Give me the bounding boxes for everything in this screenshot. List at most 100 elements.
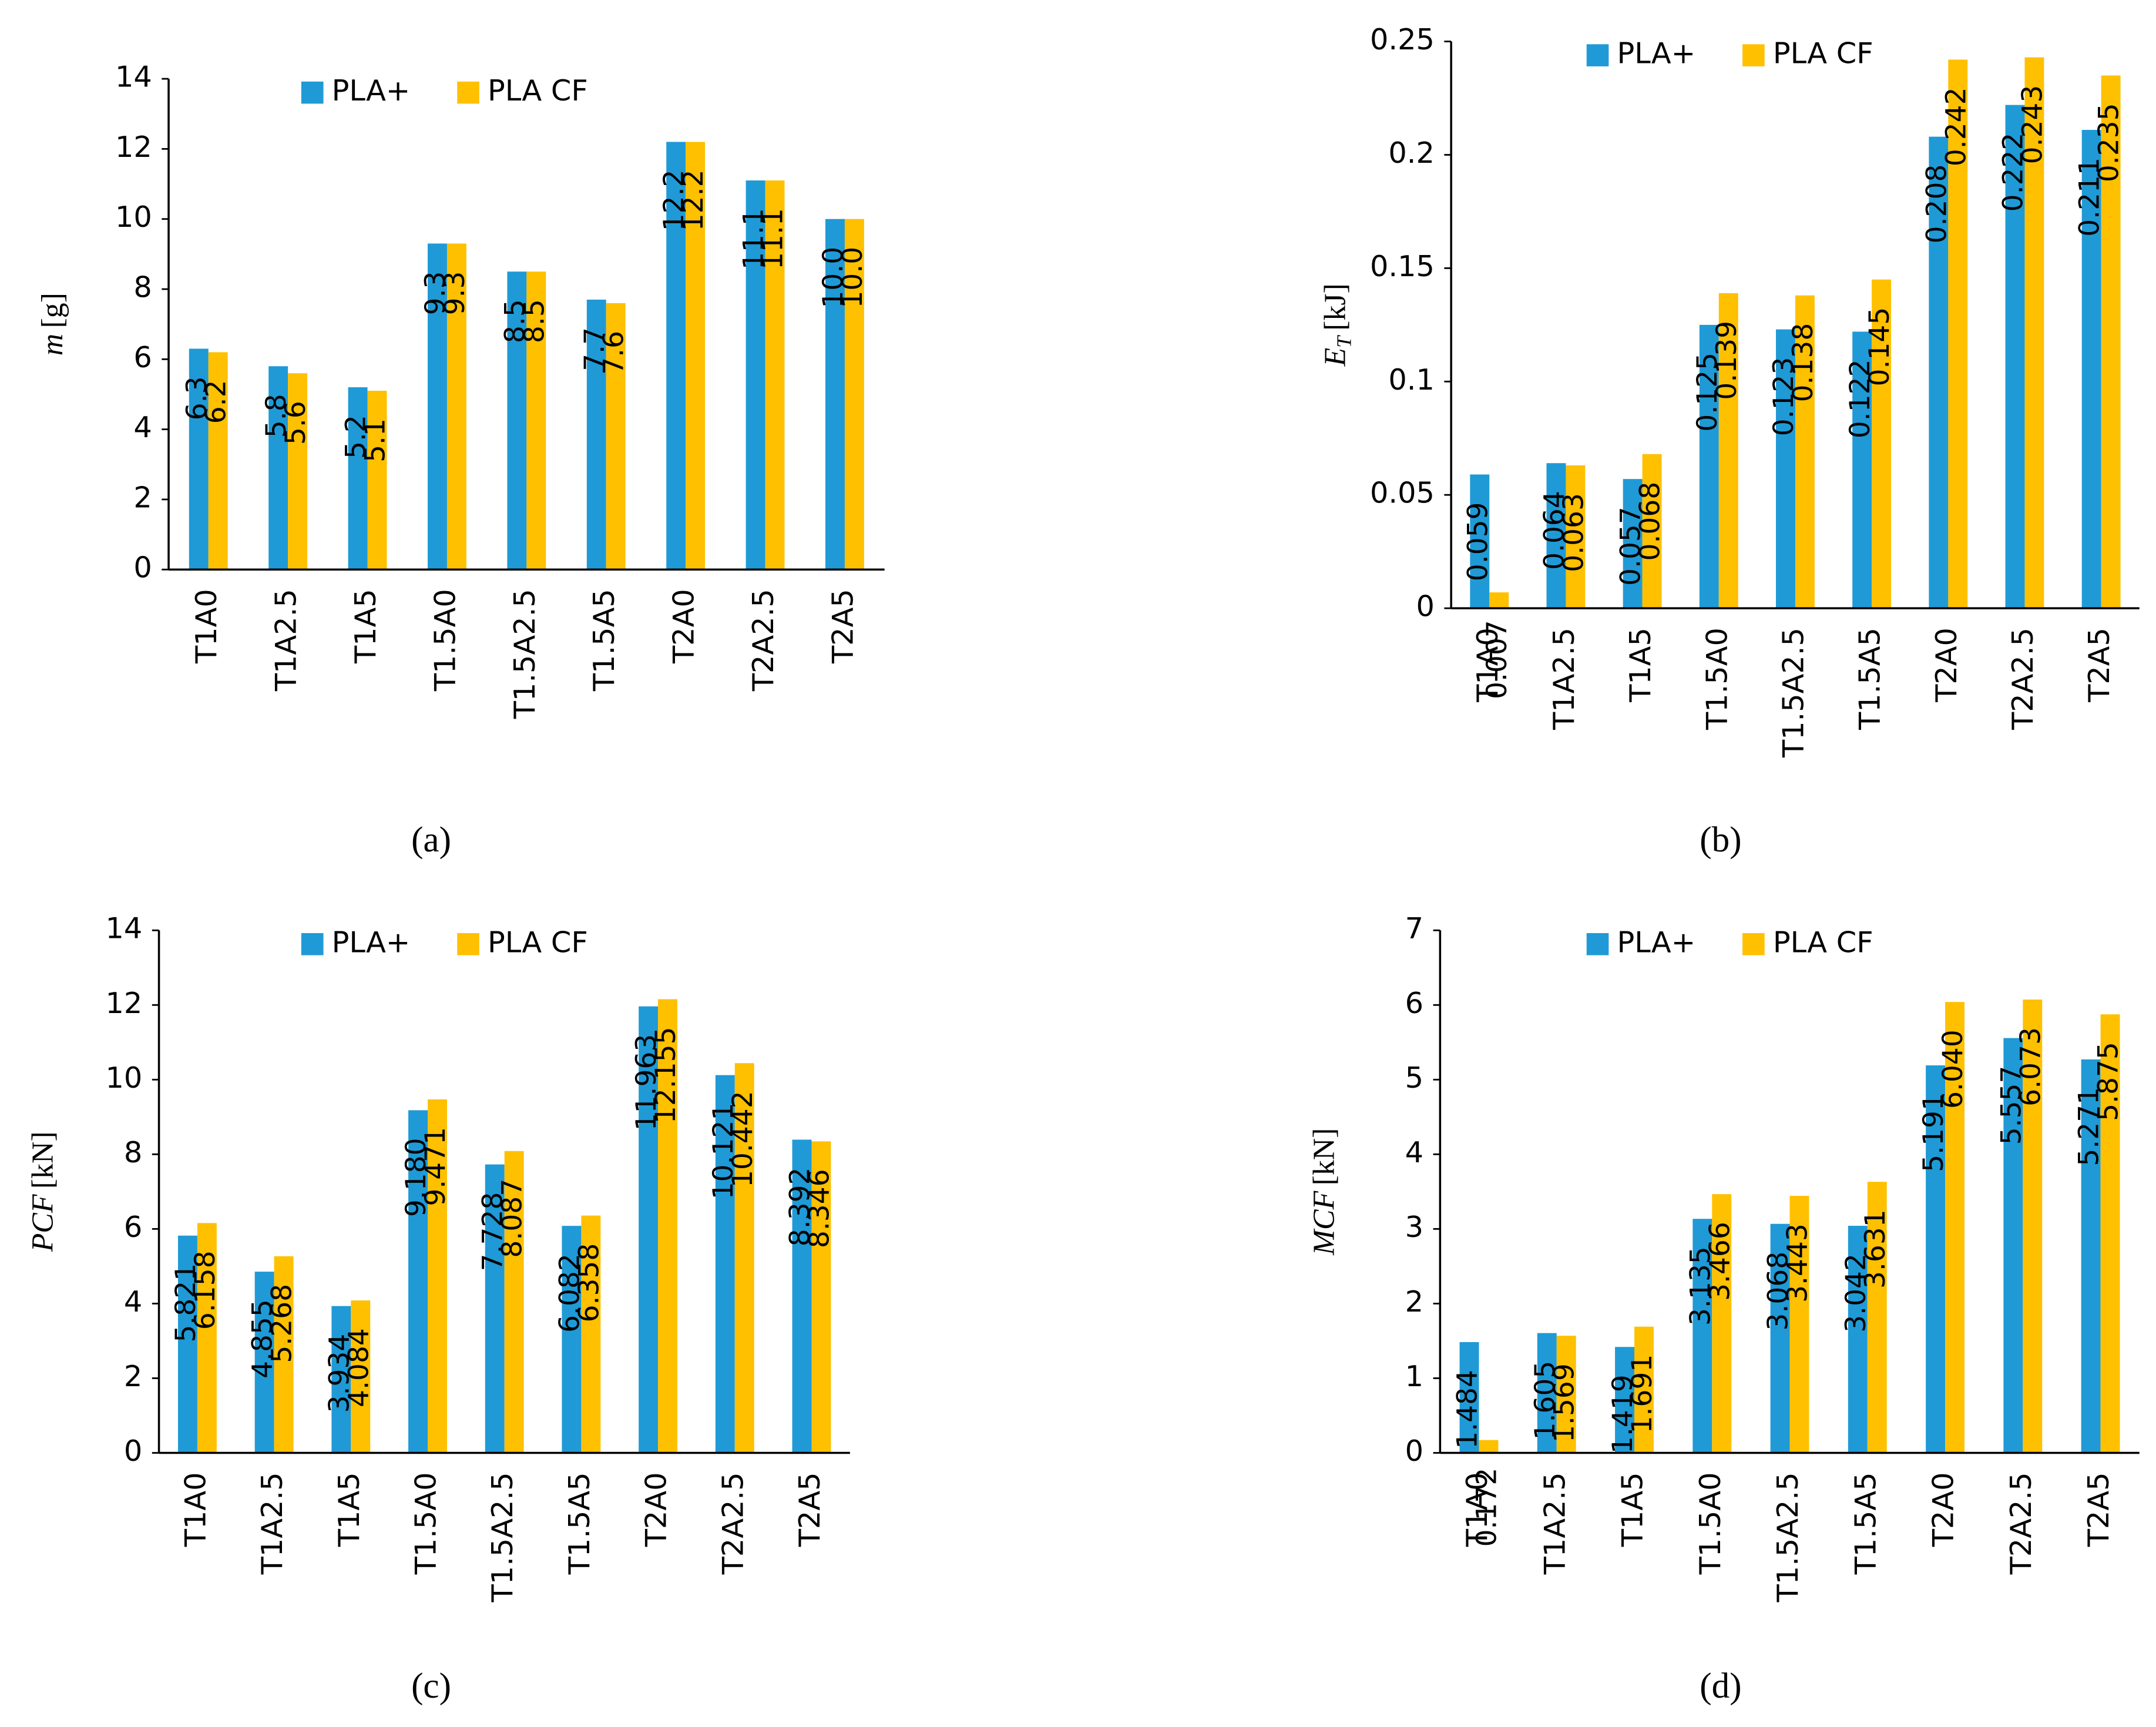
bar xyxy=(2100,1014,2120,1453)
y-tick-label: 14 xyxy=(105,911,142,945)
value-label: 11.963 xyxy=(630,1034,663,1131)
bar xyxy=(189,348,209,570)
bar xyxy=(507,271,527,570)
legend-label: PLA+ xyxy=(332,73,411,108)
value-label: 0.059 xyxy=(1462,502,1494,582)
y-label-symbol: PCF xyxy=(26,1193,60,1252)
bar xyxy=(1770,1223,1790,1453)
bar xyxy=(1867,1182,1887,1453)
bar xyxy=(825,219,845,570)
value-label: 11.1 xyxy=(757,208,790,270)
value-label: 3.042 xyxy=(1840,1253,1872,1333)
value-label: 5.191 xyxy=(1917,1093,1950,1172)
legend-label: PLA CF xyxy=(1773,36,1873,71)
value-label: 5.2 xyxy=(340,415,372,459)
x-tick-label: T1.5A0 xyxy=(1700,628,1734,730)
value-label: 12.2 xyxy=(658,170,690,232)
value-label: 10.0 xyxy=(837,247,869,308)
value-label: 8.346 xyxy=(803,1169,835,1248)
x-tick-label: T1.5A5 xyxy=(587,589,621,692)
bar xyxy=(331,1306,351,1453)
x-tick-label: T1.5A5 xyxy=(562,1472,596,1575)
x-tick-label: T2A2.5 xyxy=(2004,1472,2038,1575)
legend-label: PLA CF xyxy=(488,925,588,959)
y-tick-label: 4 xyxy=(124,1285,142,1319)
value-label: 1.484 xyxy=(1452,1370,1484,1449)
legend-label: PLA+ xyxy=(332,925,411,959)
panel-caption: (a) xyxy=(411,820,451,860)
x-tick-label: T2A0 xyxy=(639,1472,673,1547)
y-tick-label: 8 xyxy=(133,270,152,304)
x-tick-label: T1.5A0 xyxy=(428,589,462,692)
x-tick-label: T1A2.5 xyxy=(1537,1472,1571,1575)
y-tick-label: 2 xyxy=(1405,1285,1423,1319)
legend-swatch xyxy=(1586,44,1609,66)
y-label-symbol: m xyxy=(36,334,69,356)
y-tick-label: 0.25 xyxy=(1370,22,1435,56)
bar xyxy=(2023,1000,2043,1453)
x-tick-label: T1A5 xyxy=(1623,628,1657,703)
x-tick-label: T1A2.5 xyxy=(269,589,303,692)
value-label: 0.242 xyxy=(1940,87,1972,166)
y-tick-label: 10 xyxy=(115,200,152,234)
bar xyxy=(581,1215,601,1453)
bar xyxy=(428,243,447,570)
value-label: 10.121 xyxy=(707,1103,740,1200)
bar xyxy=(1556,1336,1576,1453)
y-tick-label: 12 xyxy=(115,130,152,164)
bar xyxy=(1926,1065,1946,1453)
y-tick-label: 0 xyxy=(124,1434,142,1468)
value-label: 0.057 xyxy=(1615,507,1647,586)
x-tick-label: T2A5 xyxy=(2081,1472,2115,1547)
value-label: 3.135 xyxy=(1684,1246,1717,1326)
value-label: 0.211 xyxy=(2074,157,2106,237)
value-label: 3.443 xyxy=(1782,1223,1814,1303)
value-label: 0.243 xyxy=(2016,85,2048,165)
value-label: 3.466 xyxy=(1704,1222,1736,1301)
y-tick-label: 5 xyxy=(1405,1061,1423,1095)
value-label: 1.419 xyxy=(1607,1374,1639,1454)
x-tick-label: T2A0 xyxy=(1929,628,1963,703)
bar xyxy=(1615,1347,1635,1453)
value-label: 7.7 xyxy=(579,327,611,371)
bar xyxy=(734,1063,754,1453)
panel-caption: (b) xyxy=(1700,820,1741,860)
legend-swatch xyxy=(457,933,479,955)
value-label: 0.138 xyxy=(1787,323,1819,403)
value-label: 0.139 xyxy=(1711,321,1743,400)
legend-label: PLA CF xyxy=(1773,925,1873,959)
bar xyxy=(745,180,765,570)
x-tick-label: T2A5 xyxy=(825,589,859,664)
value-label: 0.208 xyxy=(1920,165,1953,244)
value-label: 5.1 xyxy=(360,418,392,462)
value-label: 0.125 xyxy=(1691,353,1724,432)
bar xyxy=(351,1300,371,1453)
value-label: 5.875 xyxy=(2093,1042,2125,1121)
value-label: 8.392 xyxy=(784,1168,817,1247)
value-label: 0.068 xyxy=(1634,482,1667,561)
value-label: 0.123 xyxy=(1768,357,1800,437)
value-label: 12.2 xyxy=(677,170,710,232)
y-label-subscript: T xyxy=(1332,335,1355,348)
value-label: 6.040 xyxy=(1937,1030,1969,1109)
value-label: 6.358 xyxy=(573,1243,605,1323)
value-label: 5.271 xyxy=(2073,1087,2105,1166)
value-label: 1.691 xyxy=(1626,1354,1658,1434)
y-tick-label: 0 xyxy=(1416,589,1435,623)
bar xyxy=(1489,592,1509,609)
x-tick-label: T1A0 xyxy=(1470,628,1505,703)
value-label: 8.5 xyxy=(518,299,550,343)
x-tick-label: T2A0 xyxy=(1926,1472,1960,1547)
bar xyxy=(1699,324,1719,609)
value-label: 9.471 xyxy=(419,1127,452,1206)
x-tick-label: T2A0 xyxy=(667,589,701,664)
y-tick-label: 0 xyxy=(1405,1434,1423,1468)
bar xyxy=(1537,1333,1557,1453)
x-tick-label: T1.5A2.5 xyxy=(1771,1472,1805,1602)
y-tick-label: 7 xyxy=(1405,911,1423,945)
bar xyxy=(177,1235,197,1453)
y-tick-label: 0.2 xyxy=(1388,136,1435,170)
x-tick-label: T1.5A0 xyxy=(1693,1472,1727,1575)
value-label: 0.007 xyxy=(1481,620,1513,699)
y-tick-label: 0.1 xyxy=(1388,363,1435,397)
